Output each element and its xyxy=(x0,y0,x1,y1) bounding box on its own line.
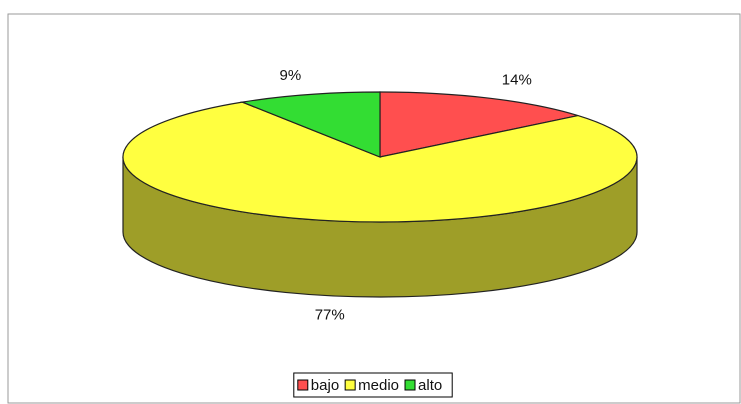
legend-swatch xyxy=(404,379,416,391)
legend-swatch xyxy=(297,379,309,391)
legend-label: alto xyxy=(418,377,442,394)
data-label: 77% xyxy=(315,306,345,323)
pie-slice xyxy=(379,91,579,158)
legend: bajo medio alto xyxy=(293,372,453,398)
data-label: 9% xyxy=(280,67,302,84)
pie-slice xyxy=(240,91,381,158)
legend-label: bajo xyxy=(311,377,339,394)
data-label: 14% xyxy=(502,72,532,89)
legend-label: medio xyxy=(358,377,399,394)
legend-box xyxy=(293,372,453,398)
pie-slice xyxy=(122,101,638,223)
legend-swatch xyxy=(344,379,356,391)
